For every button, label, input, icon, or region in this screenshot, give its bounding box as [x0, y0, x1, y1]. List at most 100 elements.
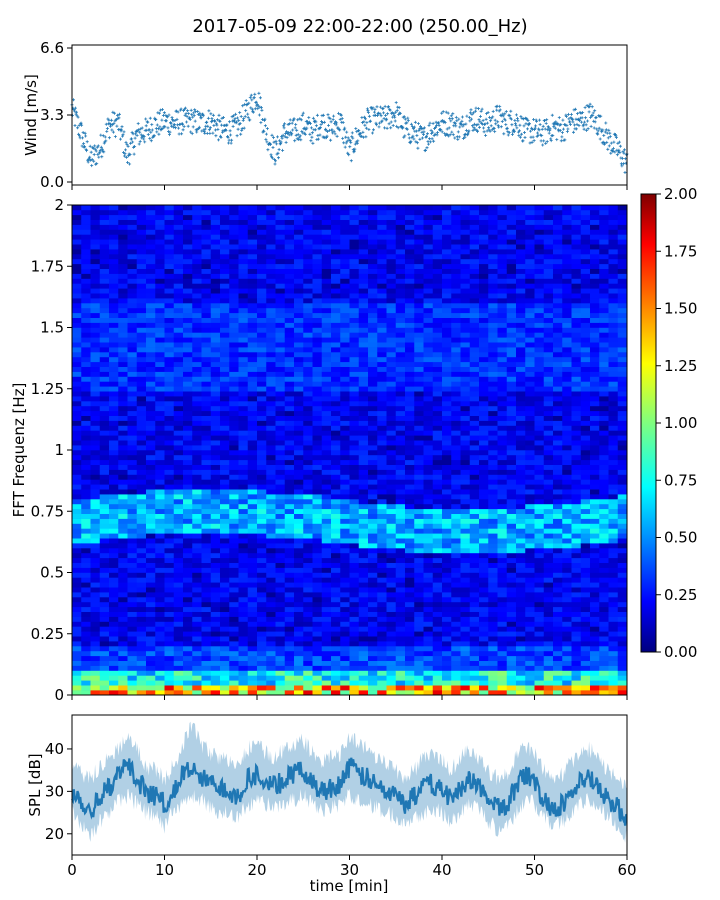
heatmap-cell: [99, 263, 110, 269]
heatmap-cell: [136, 469, 147, 475]
heatmap-cell: [238, 567, 249, 573]
heatmap-cell: [340, 503, 350, 510]
heatmap-cell: [368, 356, 378, 363]
heatmap-cell: [368, 655, 378, 661]
heatmap-cell: [136, 597, 147, 603]
heatmap-cell: [118, 650, 128, 657]
heatmap-cell: [414, 597, 424, 603]
heatmap-cell: [303, 636, 313, 642]
wind-point: [279, 142, 283, 146]
heatmap-cell: [294, 489, 304, 495]
heatmap-cell: [220, 631, 230, 637]
heatmap-cell: [303, 611, 313, 617]
wind-point: [326, 130, 329, 133]
heatmap-cell: [266, 548, 276, 554]
heatmap-cell: [340, 273, 350, 279]
wind-point: [559, 139, 563, 143]
heatmap-cell: [340, 626, 350, 632]
heatmap-cell: [423, 499, 434, 505]
wind-point: [105, 127, 109, 130]
heatmap-cell: [229, 244, 239, 250]
wind-point: [537, 128, 541, 132]
heatmap-cell: [201, 293, 212, 299]
heatmap-cell: [247, 435, 258, 441]
heatmap-cell: [275, 224, 286, 230]
wind-point: [218, 119, 222, 123]
wind-point: [554, 120, 558, 124]
heatmap-cell: [90, 401, 101, 407]
heatmap-cell: [229, 601, 239, 608]
heatmap-cell: [312, 592, 323, 598]
heatmap-cell: [331, 464, 341, 470]
heatmap-cell: [72, 479, 82, 485]
heatmap-cell: [312, 474, 323, 480]
heatmap-cell: [118, 337, 128, 343]
heatmap-cell: [192, 420, 202, 426]
wind-point: [416, 146, 420, 150]
heatmap-cell: [423, 376, 434, 382]
heatmap-cell: [164, 425, 175, 431]
heatmap-cell: [173, 430, 184, 436]
heatmap-cell: [220, 278, 230, 284]
heatmap-cell: [118, 391, 128, 397]
wind-point: [517, 129, 521, 133]
wind-point: [161, 126, 165, 130]
heatmap-cell: [155, 322, 165, 328]
heatmap-cell: [220, 665, 230, 671]
heatmap-cell: [266, 317, 276, 323]
wind-point: [257, 91, 261, 95]
heatmap-cell: [386, 528, 397, 534]
heatmap-cell: [220, 435, 230, 441]
heatmap-cell: [192, 356, 202, 363]
heatmap-cell: [155, 680, 165, 686]
wind-point: [372, 128, 375, 132]
heatmap-cell: [90, 572, 101, 578]
heatmap-cell: [192, 523, 202, 529]
heatmap-cell: [340, 499, 350, 505]
heatmap-cell: [99, 450, 110, 456]
heatmap-cell: [284, 391, 295, 397]
heatmap-cell: [349, 258, 360, 265]
heatmap-cell: [146, 249, 156, 255]
heatmap-cell: [257, 283, 267, 289]
heatmap-cell: [395, 298, 406, 304]
heatmap-cell: [238, 268, 249, 274]
heatmap-cell: [136, 660, 147, 666]
wind-point: [221, 130, 224, 134]
heatmap-cell: [368, 371, 378, 377]
heatmap-cell: [118, 352, 128, 358]
heatmap-cell: [118, 597, 128, 603]
heatmap-cell: [238, 391, 249, 397]
heatmap-cell: [349, 342, 360, 348]
heatmap-cell: [414, 665, 424, 671]
heatmap-cell: [155, 278, 165, 284]
heatmap-cell: [72, 327, 82, 333]
heatmap-cell: [136, 288, 147, 294]
heatmap-cell: [358, 219, 369, 225]
heatmap-cell: [164, 655, 175, 661]
heatmap-cell: [358, 675, 369, 681]
heatmap-cell: [312, 445, 323, 451]
wind-point: [457, 117, 461, 121]
heatmap-cell: [340, 474, 350, 480]
heatmap-cell: [405, 214, 415, 220]
heatmap-cell: [395, 690, 406, 695]
heatmap-cell: [247, 562, 258, 568]
heatmap-cell: [201, 650, 212, 657]
heatmap-cell: [164, 601, 175, 608]
heatmap-cell: [90, 685, 101, 691]
heatmap-cell: [210, 288, 221, 294]
heatmap-cell: [257, 577, 267, 583]
heatmap-cell: [349, 675, 360, 681]
heatmap-cell: [294, 523, 304, 529]
heatmap-cell: [127, 670, 138, 676]
wind-point: [548, 127, 552, 131]
heatmap-cell: [257, 249, 267, 255]
heatmap-cell: [192, 342, 202, 348]
heatmap-cell: [257, 690, 267, 695]
heatmap-cell: [201, 415, 212, 421]
heatmap-cell: [303, 601, 313, 608]
heatmap-cell: [340, 494, 350, 500]
heatmap-cell: [349, 538, 360, 544]
heatmap-cell: [294, 538, 304, 544]
